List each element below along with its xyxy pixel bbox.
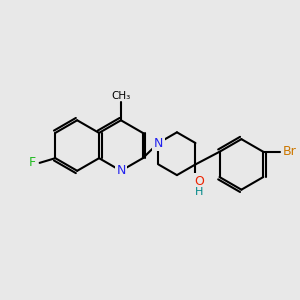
Text: O: O [194,175,204,188]
Text: F: F [29,156,36,170]
Text: H: H [195,187,203,197]
Text: N: N [154,136,163,149]
Text: N: N [116,164,126,177]
Text: CH₃: CH₃ [111,91,130,101]
Text: N: N [116,164,126,177]
Text: Br: Br [282,145,296,158]
